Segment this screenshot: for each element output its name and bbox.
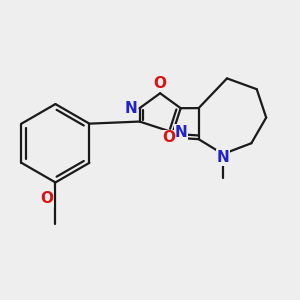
Text: O: O (163, 130, 176, 145)
Text: O: O (40, 191, 53, 206)
Text: N: N (175, 125, 188, 140)
Text: O: O (154, 76, 166, 91)
Text: N: N (125, 101, 137, 116)
Text: N: N (217, 150, 229, 165)
